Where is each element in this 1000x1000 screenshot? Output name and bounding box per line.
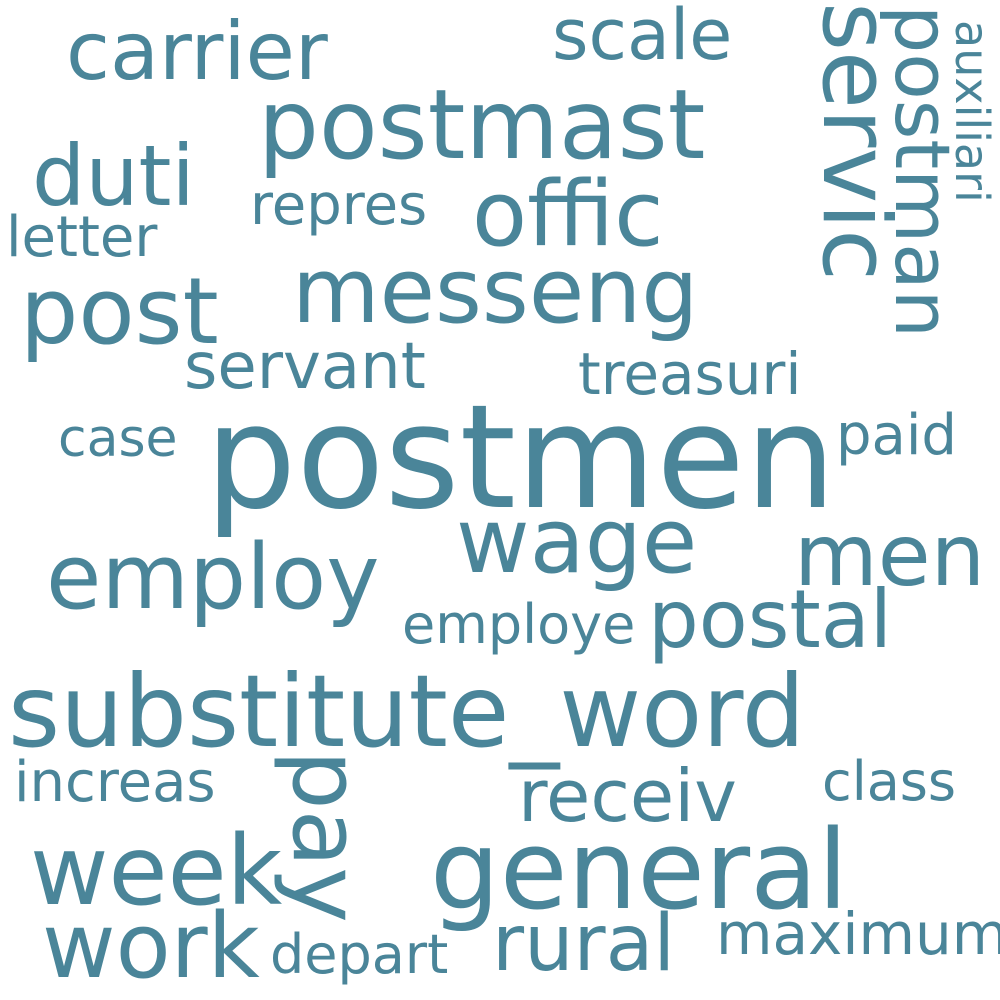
word-treasuri: treasuri <box>578 340 802 408</box>
word-post: post <box>20 258 219 365</box>
word-postmen: postmen <box>205 373 837 541</box>
word-depart: depart <box>270 923 449 986</box>
word-wage: wage <box>456 489 698 594</box>
word-maximum: maximum <box>716 900 1000 968</box>
word-scale: scale <box>552 0 733 76</box>
word-rural: rural <box>492 899 676 989</box>
word-paid: paid <box>836 403 957 468</box>
word-duti: duti <box>32 127 195 225</box>
word-employe: employe <box>402 593 636 656</box>
word-messeng: messeng <box>292 239 699 344</box>
word-week: week <box>30 815 283 927</box>
word-increas: increas <box>14 750 216 815</box>
word-carrier: carrier <box>66 5 328 98</box>
word-auxiliari: auxiliari <box>945 20 999 203</box>
word-class: class <box>822 750 957 813</box>
word-case: case <box>58 409 178 469</box>
word-servant: servant <box>184 330 426 404</box>
word-pay: pay <box>271 750 380 923</box>
word-general: general <box>430 806 849 934</box>
word-postmast: postmast <box>258 69 706 181</box>
word-substitute-word: substitute_word <box>8 653 806 770</box>
word-repres: repres <box>250 173 428 238</box>
word-work: work <box>42 894 260 999</box>
word-men: men <box>794 506 986 606</box>
word-postal: postal <box>648 573 893 666</box>
word-employ: employ <box>46 525 380 630</box>
word-offic: offic <box>472 162 664 267</box>
word-letter: letter <box>6 205 158 270</box>
word-receiv: receiv <box>518 754 737 838</box>
